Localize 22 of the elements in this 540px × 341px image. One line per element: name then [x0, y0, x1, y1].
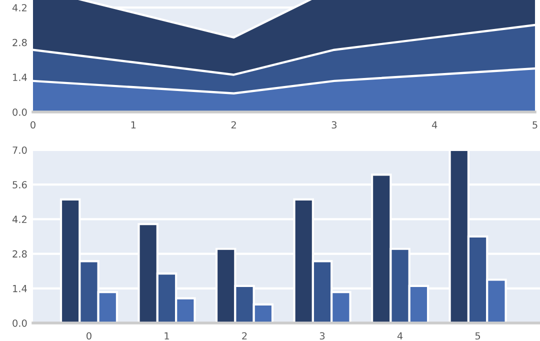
x-tick-label: 4: [432, 121, 438, 128]
x-tick-label: 2: [231, 121, 236, 128]
x-tick-label: 2: [242, 332, 247, 340]
x-tick-label: 0: [30, 121, 36, 129]
x-tick-label: 0: [86, 332, 92, 340]
x-tick-label: 1: [164, 332, 169, 340]
y-tick-label: 2.8: [12, 250, 27, 258]
x-tick-label: 1: [131, 121, 136, 128]
y-tick-label: 7.0: [12, 146, 27, 154]
y-tick-label: 0.0: [12, 319, 27, 327]
y-tick-label: 1.4: [13, 285, 27, 292]
y-tick-label: 5.6: [12, 181, 27, 188]
x-tick-label: 4: [397, 332, 403, 340]
y-tick-label: 4.2: [12, 216, 26, 223]
y-tick-label: 1.4: [13, 74, 27, 81]
y-tick-label: 0.0: [12, 108, 27, 116]
y-tick-label: 4.2: [12, 4, 26, 12]
x-tick-label: 5: [532, 121, 538, 129]
x-tick-label: 5: [475, 332, 480, 340]
x-tick-label: 3: [332, 121, 337, 129]
y-tick-label: 2.8: [12, 38, 27, 46]
x-tick-label: 3: [320, 332, 325, 340]
